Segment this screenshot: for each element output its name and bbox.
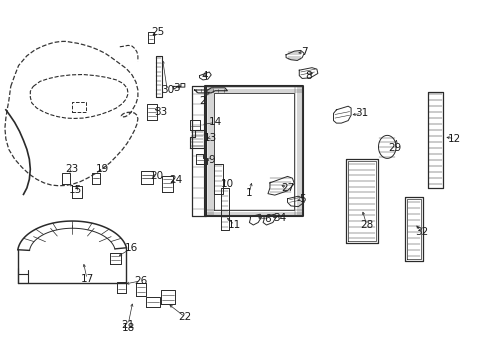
Text: 2: 2 xyxy=(199,96,206,106)
Text: 24: 24 xyxy=(169,175,183,185)
Text: 32: 32 xyxy=(414,227,427,237)
Text: 17: 17 xyxy=(80,274,94,284)
Text: 8: 8 xyxy=(304,71,311,81)
Text: 34: 34 xyxy=(272,213,286,223)
Text: 26: 26 xyxy=(134,276,147,286)
Text: 15: 15 xyxy=(69,185,82,195)
Text: 12: 12 xyxy=(447,134,461,144)
Text: 25: 25 xyxy=(150,27,164,37)
Text: 21: 21 xyxy=(121,320,135,330)
Text: 27: 27 xyxy=(280,183,294,193)
Text: 7: 7 xyxy=(300,47,307,57)
Text: 22: 22 xyxy=(178,312,191,322)
Text: 13: 13 xyxy=(203,132,217,143)
Text: 3: 3 xyxy=(172,83,179,93)
Text: 31: 31 xyxy=(354,108,368,118)
Text: 29: 29 xyxy=(387,143,401,153)
Text: 20: 20 xyxy=(150,171,163,181)
Text: 4: 4 xyxy=(201,71,207,81)
Text: 28: 28 xyxy=(359,220,373,230)
Text: 10: 10 xyxy=(221,179,233,189)
Text: 14: 14 xyxy=(208,117,222,127)
Text: 19: 19 xyxy=(96,164,109,174)
Text: 18: 18 xyxy=(121,323,135,333)
Text: 9: 9 xyxy=(207,155,214,165)
Text: 30: 30 xyxy=(161,85,173,95)
Text: 6: 6 xyxy=(264,214,271,224)
Text: 5: 5 xyxy=(298,194,305,204)
Text: 16: 16 xyxy=(124,243,138,253)
Text: 23: 23 xyxy=(65,164,79,174)
Text: 11: 11 xyxy=(227,220,241,230)
Text: 1: 1 xyxy=(245,188,252,198)
Text: 33: 33 xyxy=(153,107,167,117)
